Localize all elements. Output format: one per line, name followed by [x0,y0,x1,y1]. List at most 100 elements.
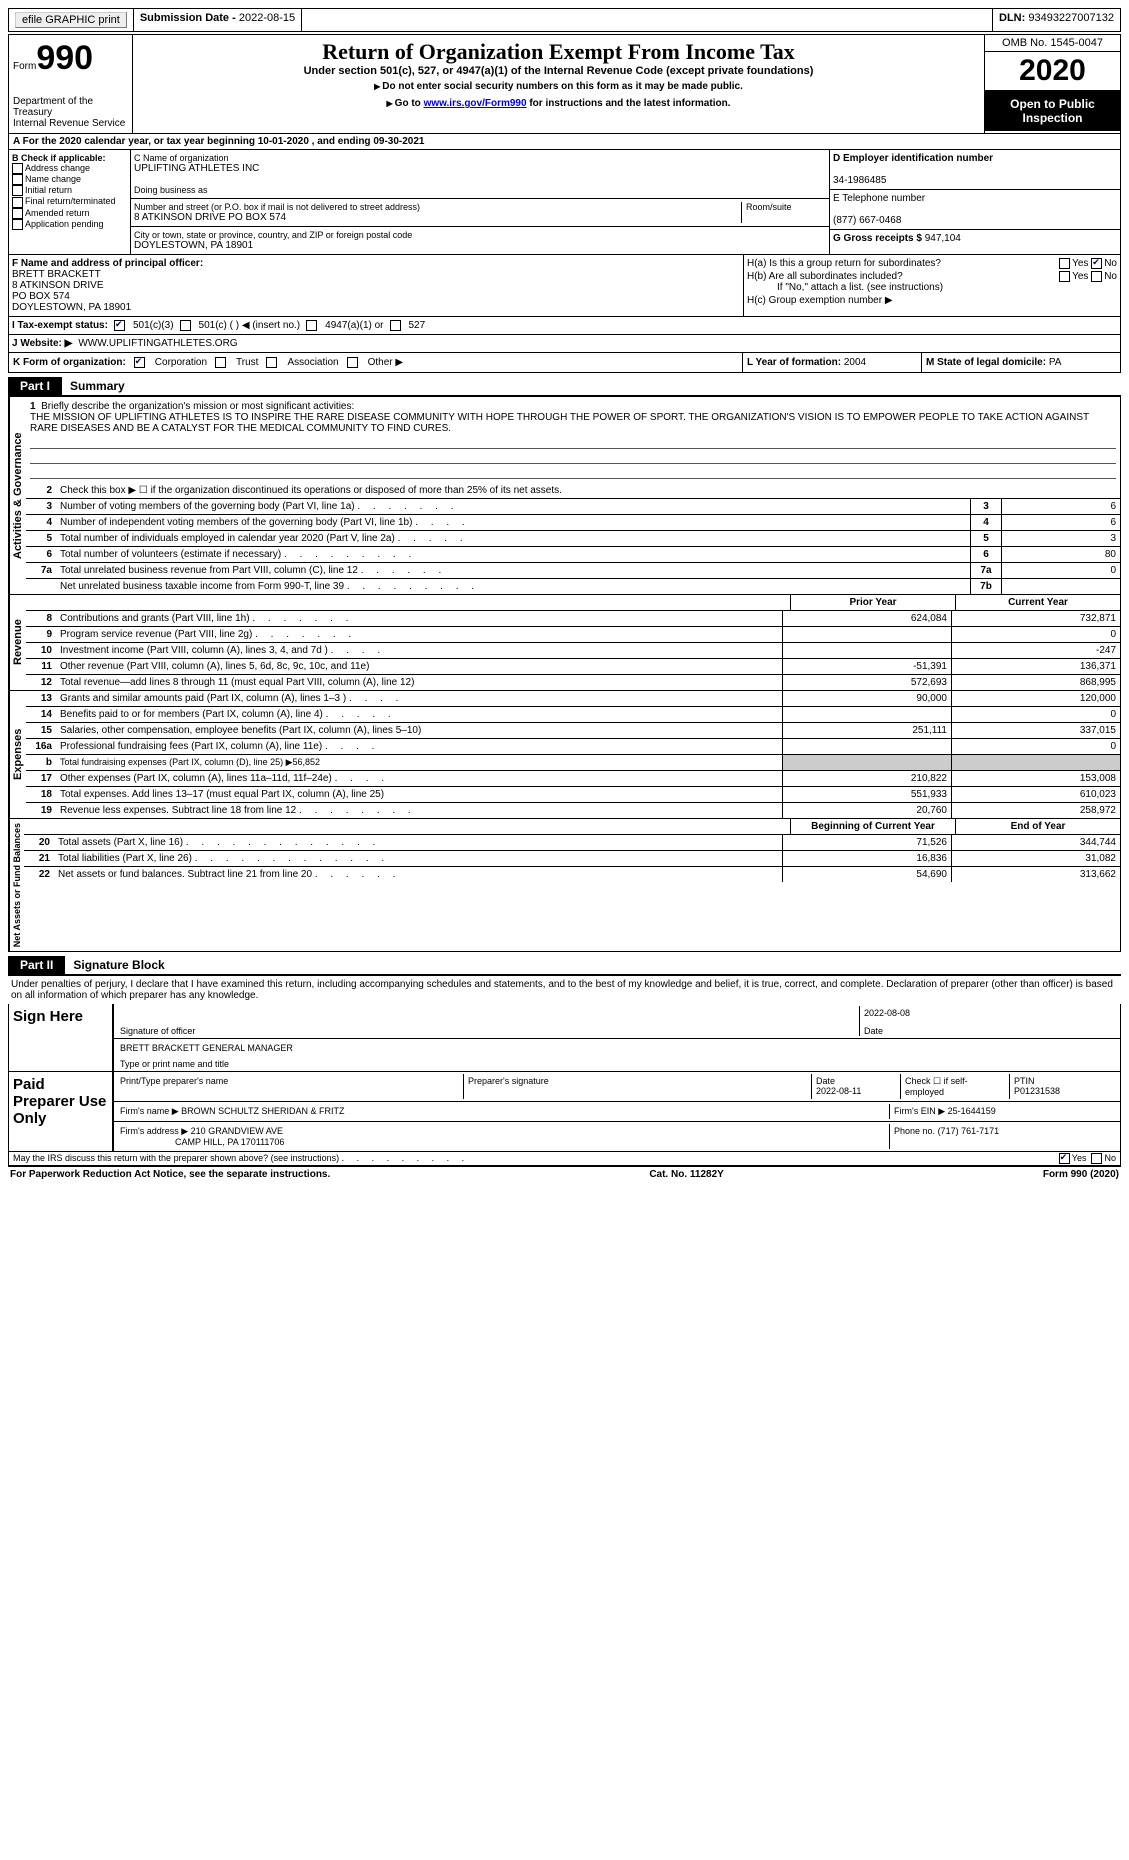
cb-corporation[interactable] [134,357,145,368]
line7a-val: 0 [1001,563,1120,578]
line22-label: Net assets or fund balances. Subtract li… [54,867,782,882]
part2-header: Part II Signature Block [8,956,1121,975]
line7b-label: Net unrelated business taxable income fr… [56,579,970,594]
line22-end: 313,662 [951,867,1120,882]
line10-label: Investment income (Part VIII, column (A)… [56,643,782,658]
gross-receipts-value: 947,104 [925,233,961,244]
cb-name-change[interactable] [12,174,23,185]
line11-label: Other revenue (Part VIII, column (A), li… [56,659,782,674]
line5-val: 3 [1001,531,1120,546]
line14-prior [782,707,951,722]
cb-application-pending[interactable] [12,219,23,230]
sign-here-label: Sign Here [9,1004,114,1071]
line21-label: Total liabilities (Part X, line 26) . . … [54,851,782,866]
line17-prior: 210,822 [782,771,951,786]
hb-yes[interactable] [1059,271,1070,282]
line12-prior: 572,693 [782,675,951,690]
year-formation: 2004 [844,357,866,368]
omb-number: OMB No. 1545-0047 [985,35,1120,52]
hdr-end: End of Year [955,819,1120,834]
address-label: Number and street (or P.O. box if mail i… [134,202,741,212]
cb-501c3[interactable] [114,320,125,331]
row-j: J Website: ▶ WWW.UPLIFTINGATHLETES.ORG [8,335,1121,353]
cb-501c[interactable] [180,320,191,331]
hb-no[interactable] [1091,271,1102,282]
sign-here-block: Sign Here Signature of officer 2022-08-0… [8,1004,1121,1072]
discuss-row: May the IRS discuss this return with the… [8,1152,1121,1166]
prep-date: 2022-08-11 [816,1086,861,1096]
line20-label: Total assets (Part X, line 16) . . . . .… [54,835,782,850]
officer-name-title: BRETT BRACKETT GENERAL MANAGER [120,1043,293,1053]
cb-trust[interactable] [215,357,226,368]
line18-prior: 551,933 [782,787,951,802]
city-label: City or town, state or province, country… [134,230,826,240]
line2: Check this box ▶ ☐ if the organization d… [56,483,1120,498]
line9-label: Program service revenue (Part VIII, line… [56,627,782,642]
officer-addr3: DOYLESTOWN, PA 18901 [12,302,131,313]
efile-print-button[interactable]: efile GRAPHIC print [15,12,127,28]
officer-name: BRETT BRACKETT [12,269,101,280]
room-label: Room/suite [746,202,826,212]
hdr-prior: Prior Year [790,595,955,610]
discuss-yes[interactable] [1059,1153,1070,1164]
footer-center: Cat. No. 11282Y [649,1169,723,1180]
line17-label: Other expenses (Part IX, column (A), lin… [56,771,782,786]
line15-label: Salaries, other compensation, employee b… [56,723,782,738]
cb-amended-return[interactable] [12,208,23,219]
footer-left: For Paperwork Reduction Act Notice, see … [10,1169,330,1180]
cb-association[interactable] [266,357,277,368]
discuss-no[interactable] [1091,1153,1102,1164]
cb-address-change[interactable] [12,163,23,174]
prep-name-label: Print/Type preparer's name [116,1074,463,1099]
line8-current: 732,871 [951,611,1120,626]
row-i: I Tax-exempt status: 501(c)(3) 501(c) ( … [8,317,1121,335]
line6-label: Total number of volunteers (estimate if … [56,547,970,562]
form-subtitle: Under section 501(c), 527, or 4947(a)(1)… [137,65,980,77]
line8-label: Contributions and grants (Part VIII, lin… [56,611,782,626]
cb-4947[interactable] [306,320,317,331]
line16a-prior [782,739,951,754]
line7a-label: Total unrelated business revenue from Pa… [56,563,970,578]
line17-current: 153,008 [951,771,1120,786]
cb-other[interactable] [347,357,358,368]
no-ssn-note: Do not enter social security numbers on … [137,81,980,92]
row-a-tax-year: A For the 2020 calendar year, or tax yea… [8,134,1121,150]
open-to-public: Open to Public Inspection [985,91,1120,131]
website-value: WWW.UPLIFTINGATHLETES.ORG [78,338,237,349]
phone-value: (877) 667-0468 [833,215,901,226]
line12-label: Total revenue—add lines 8 through 11 (mu… [56,675,782,690]
topbar: efile GRAPHIC print Submission Date - 20… [8,8,1121,32]
org-name-label: C Name of organization [134,153,826,163]
ha-yes[interactable] [1059,258,1070,269]
ha-no[interactable] [1091,258,1102,269]
line19-current: 258,972 [951,803,1120,818]
dln: DLN: 93493227007132 [993,9,1120,31]
footer-right: Form 990 (2020) [1043,1169,1119,1180]
address: 8 ATKINSON DRIVE PO BOX 574 [134,212,741,223]
part1-header: Part I Summary [8,377,1121,396]
cb-527[interactable] [390,320,401,331]
col-b-checkboxes: B Check if applicable: Address change Na… [9,150,131,254]
firm-ein: 25-1644159 [948,1106,996,1116]
cb-initial-return[interactable] [12,185,23,196]
org-name: UPLIFTING ATHLETES INC [134,163,826,174]
cb-final-return[interactable] [12,197,23,208]
submission-date: Submission Date - 2022-08-15 [134,9,302,31]
line14-current: 0 [951,707,1120,722]
summary-expenses: Expenses 13Grants and similar amounts pa… [8,691,1121,819]
form-label: Form [13,61,36,72]
vtab-expenses: Expenses [9,691,26,818]
irs-link[interactable]: www.irs.gov/Form990 [424,98,527,109]
line3-val: 6 [1001,499,1120,514]
line14-label: Benefits paid to or for members (Part IX… [56,707,782,722]
summary-governance: Activities & Governance 1 Briefly descri… [8,396,1121,595]
line7b-val [1001,579,1120,594]
vtab-governance: Activities & Governance [9,397,26,594]
mission-text: THE MISSION OF UPLIFTING ATHLETES IS TO … [30,412,1089,434]
prep-sig-label: Preparer's signature [463,1074,811,1099]
line12-current: 868,995 [951,675,1120,690]
vtab-revenue: Revenue [9,595,26,690]
line16a-label: Professional fundraising fees (Part IX, … [56,739,782,754]
officer-label: F Name and address of principal officer: [12,258,203,269]
officer-addr2: PO BOX 574 [12,291,70,302]
